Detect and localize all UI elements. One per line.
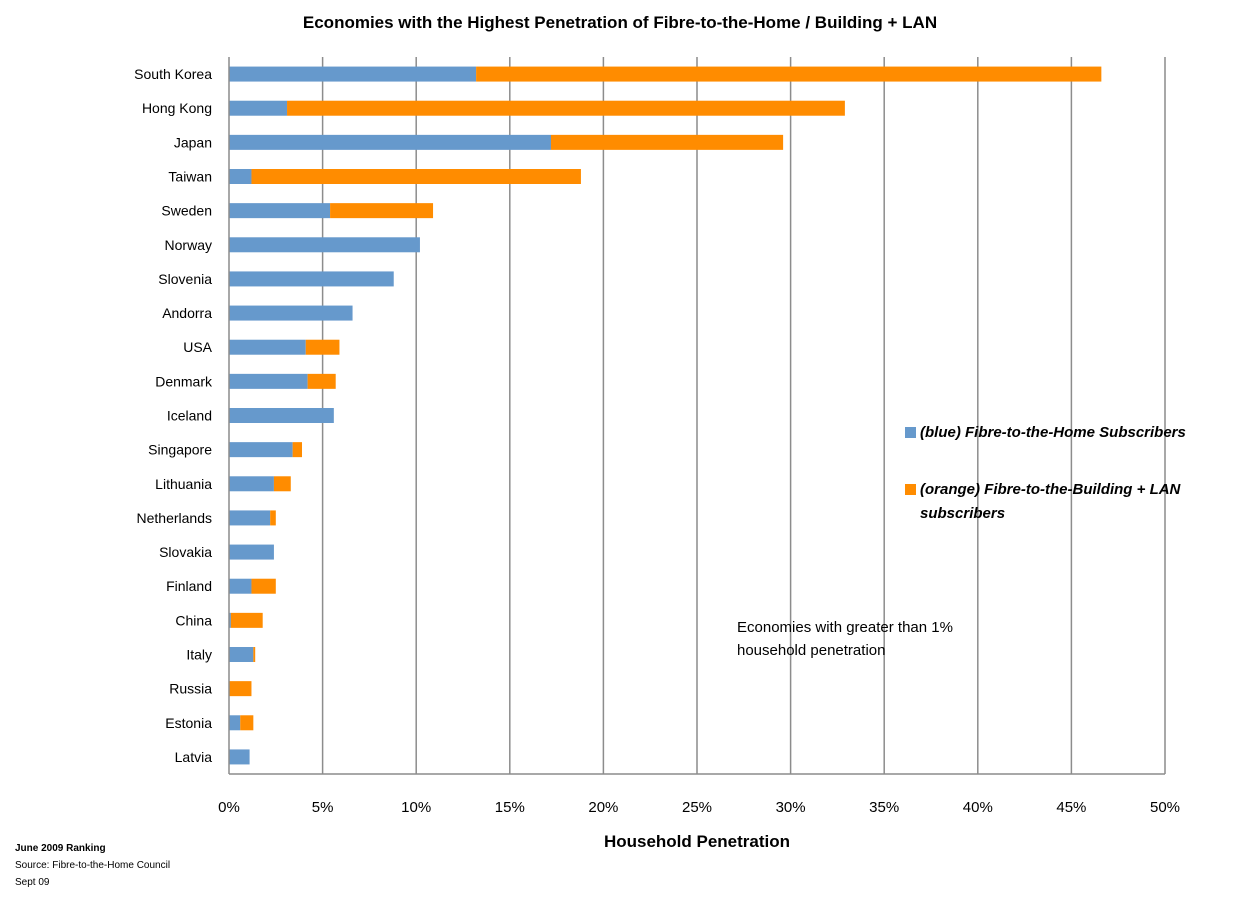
bar-segment-blue (229, 203, 331, 219)
category-labels: South Korea Hong Kong Japan Taiwan Sweden Nor… (134, 66, 213, 765)
bar-segment-orange (270, 510, 276, 526)
bar-segment-orange (476, 66, 1102, 82)
x-tick-label: 45% (1056, 799, 1086, 816)
category-label: Slovakia (159, 544, 212, 560)
bar-segment-orange (240, 715, 254, 731)
category-label: South Korea (134, 66, 212, 82)
legend: (blue) Fibre-to-the-Home Subscribers (or… (905, 424, 1186, 522)
category-label: Singapore (148, 442, 212, 458)
category-label: Andorra (162, 305, 212, 321)
bar-segment-orange (330, 203, 434, 219)
footer-source: Source: Fibre-to-the-Home Council (15, 860, 170, 871)
category-label: China (175, 612, 212, 628)
footer-ranking: June 2009 Ranking (15, 843, 106, 854)
x-tick-label: 5% (312, 799, 334, 816)
x-tick-label: 30% (776, 799, 806, 816)
footer-date: Sept 09 (15, 877, 50, 888)
bar-segment-blue (229, 442, 293, 458)
bar-segment-orange (292, 442, 303, 458)
category-label: Slovenia (158, 271, 212, 287)
chart-title: Economies with the Highest Penetration o… (303, 13, 937, 32)
bar-segment-orange (273, 476, 291, 492)
legend-label-orange: (orange) Fibre-to-the-Building + LAN sub… (920, 481, 1185, 522)
bar-segment-blue (229, 339, 306, 355)
bar-segment-blue (229, 66, 477, 82)
bar-segment-orange (305, 339, 340, 355)
bar-segment-orange (253, 647, 256, 662)
x-tick-label: 50% (1150, 799, 1180, 816)
bar-segment-orange (229, 681, 252, 697)
bar-segment-blue (229, 715, 241, 731)
bar-segment-blue (229, 408, 334, 423)
bars (229, 66, 1102, 765)
bar-segment-orange (287, 100, 845, 116)
x-tick-label: 40% (963, 799, 993, 816)
bar-segment-blue (229, 578, 252, 594)
bar-segment-blue (229, 134, 551, 150)
bar-segment-blue (229, 612, 231, 628)
x-tick-label: 35% (869, 799, 899, 816)
category-label: Japan (174, 134, 212, 150)
x-axis-label: Household Penetration (604, 832, 790, 851)
bar-segment-blue (229, 647, 254, 662)
bar-segment-blue (229, 544, 274, 560)
category-label: Finland (166, 578, 212, 594)
bar-segment-blue (229, 373, 308, 389)
x-tick-label: 0% (218, 799, 240, 816)
legend-swatch-blue (905, 427, 916, 438)
annotation-line-2: household penetration (737, 642, 885, 659)
x-tick-label: 25% (682, 799, 712, 816)
grid-lines (321, 57, 1166, 774)
category-label: Iceland (167, 408, 212, 424)
bar-segment-orange (230, 612, 263, 628)
bar-segment-blue (229, 305, 353, 321)
category-label: Estonia (165, 715, 212, 731)
category-label: Latvia (175, 749, 213, 765)
bar-segment-blue (229, 237, 420, 253)
bar-segment-blue (229, 169, 252, 184)
x-tick-labels: 0% 5% 10% 15% 20% 25% 30% 35% 40% 45% 50% (218, 799, 1180, 816)
category-label: Lithuania (155, 476, 212, 492)
category-label: Italy (186, 647, 212, 663)
bar-segment-orange (251, 169, 581, 184)
category-label: Taiwan (168, 169, 212, 185)
x-tick-label: 15% (495, 799, 525, 816)
category-label: Sweden (161, 203, 212, 219)
annotation-line-1: Economies with greater than 1% (737, 619, 953, 636)
bar-segment-orange (550, 134, 784, 150)
category-label: USA (183, 339, 212, 355)
annotation: Economies with greater than 1% household… (737, 619, 957, 659)
bar-segment-orange (307, 373, 336, 389)
category-label: Norway (165, 237, 212, 253)
category-label: Hong Kong (142, 100, 212, 116)
bar-segment-blue (229, 510, 271, 526)
x-tick-label: 10% (401, 799, 431, 816)
category-label: Denmark (155, 373, 213, 389)
legend-label-blue: (blue) Fibre-to-the-Home Subscribers (920, 424, 1186, 441)
bar-segment-blue (229, 476, 274, 492)
bar-segment-blue (229, 749, 250, 765)
x-tick-label: 20% (588, 799, 618, 816)
bar-segment-blue (229, 271, 394, 287)
bar-segment-orange (251, 578, 276, 594)
legend-swatch-orange (905, 484, 916, 495)
category-label: Russia (169, 681, 212, 697)
bar-segment-blue (229, 100, 288, 116)
category-label: Netherlands (137, 510, 213, 526)
